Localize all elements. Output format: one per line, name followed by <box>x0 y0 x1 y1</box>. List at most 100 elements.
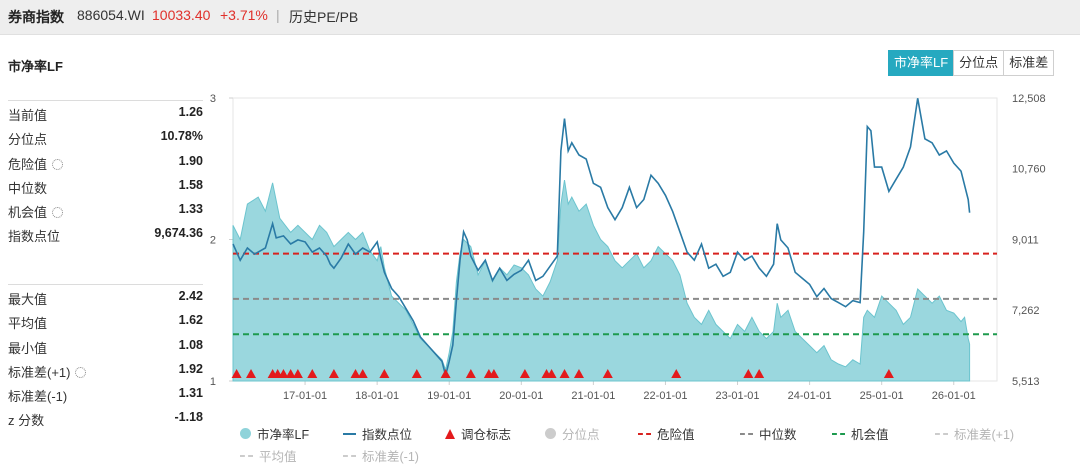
rebalance-marker <box>465 369 476 378</box>
legend-marker-icon <box>240 454 253 457</box>
y-left-tick-label: 3 <box>210 93 216 105</box>
stat-row-current: 当前值 1.26 <box>8 101 203 125</box>
legend-marker-icon <box>343 454 356 457</box>
gear-icon[interactable] <box>52 207 64 219</box>
stat-value: 10.78% <box>160 129 203 144</box>
rebalance-marker <box>519 369 530 378</box>
rebalance-marker <box>350 369 361 378</box>
legend-marker-icon <box>638 432 651 435</box>
rebalance-marker <box>285 369 296 378</box>
stat-row-min: 最小值 1.08 <box>8 334 203 358</box>
stat-label: 平均值 <box>8 316 48 332</box>
stats-panel-current: 当前值 1.26 分位点 10.78% 危险值 1.90 中位数 1.58 机会值 1.3… <box>8 100 203 247</box>
stat-row-index-level: 指数点位 9,674.36 <box>8 222 203 246</box>
x-tick-label: 23-01-01 <box>716 390 760 402</box>
stat-label: 中位数 <box>8 180 48 196</box>
gear-icon[interactable] <box>52 158 64 170</box>
index-level-line-series <box>232 98 971 376</box>
stat-label: 分位点 <box>8 132 48 148</box>
rebalance-marker <box>307 369 318 378</box>
stat-row-median: 中位数 1.58 <box>8 174 203 198</box>
legend-item[interactable]: 标准差(+1) <box>935 424 1014 443</box>
history-pe-pb-link[interactable]: 历史PE/PB <box>289 9 359 25</box>
x-tick-label: 20-01-01 <box>499 390 543 402</box>
stat-row-percentile: 分位点 10.78% <box>8 125 203 149</box>
rebalance-marker <box>246 369 257 378</box>
rebalance-marker <box>231 369 242 378</box>
legend-item[interactable]: 分位点 <box>545 424 600 443</box>
stat-value: 1.92 <box>178 361 203 376</box>
y-left-tick-label: 2 <box>210 235 216 247</box>
x-tick-label: 22-01-01 <box>643 390 687 402</box>
legend-item[interactable]: 调仓标志 <box>445 424 511 443</box>
rebalance-marker <box>754 369 765 378</box>
rebalance-marker <box>440 369 451 378</box>
legend-marker-icon <box>240 428 251 439</box>
stat-label: 标准差(-1) <box>8 389 68 405</box>
rebalance-marker <box>357 369 368 378</box>
rebalance-marker <box>602 369 613 378</box>
stat-value: 1.58 <box>178 177 203 192</box>
legend-marker-icon <box>740 432 753 435</box>
stat-value: 2.42 <box>178 289 203 303</box>
stat-label: 指数点位 <box>8 229 61 245</box>
legend-label: 指数点位 <box>362 428 413 442</box>
x-tick-label: 17-01-01 <box>283 390 327 402</box>
legend-item[interactable]: 标准差(-1) <box>343 446 419 465</box>
legend-item[interactable]: 市净率LF <box>240 424 309 443</box>
y-right-tick-label: 7,262 <box>1012 305 1040 317</box>
legend-marker-icon <box>343 432 356 435</box>
stat-value: 1.33 <box>178 202 203 217</box>
stat-row-mean: 平均值 1.62 <box>8 309 203 333</box>
y-right-tick-label: 10,760 <box>1012 164 1046 176</box>
stat-label: z 分数 <box>8 413 45 429</box>
rebalance-marker <box>488 369 499 378</box>
stat-row-opportunity: 机会值 1.33 <box>8 198 203 222</box>
legend-item[interactable]: 平均值 <box>240 446 297 465</box>
stat-row-std-minus: 标准差(-1) 1.31 <box>8 382 203 406</box>
rebalance-marker <box>546 369 557 378</box>
chart-title: 市净率LF <box>8 59 63 74</box>
index-price: 10033.40 <box>152 7 211 23</box>
legend-marker-icon <box>445 428 455 439</box>
legend-marker-icon <box>832 432 845 435</box>
stat-value: 1.26 <box>178 105 203 119</box>
stat-label: 机会值 <box>8 202 64 221</box>
gear-icon[interactable] <box>75 366 87 378</box>
stat-value: 1.62 <box>178 313 203 328</box>
tab-pb-lf[interactable]: 市净率LF <box>888 50 955 76</box>
x-tick-label: 24-01-01 <box>788 390 832 402</box>
y-right-tick-label: 9,011 <box>1012 234 1039 246</box>
stat-label: 标准差(+1) <box>8 362 87 381</box>
rebalance-marker <box>328 369 339 378</box>
stat-label: 最小值 <box>8 340 48 356</box>
x-tick-label: 21-01-01 <box>571 390 615 402</box>
legend-label: 危险值 <box>657 428 695 442</box>
header-separator: | <box>276 7 280 23</box>
legend-item[interactable]: 指数点位 <box>343 424 412 443</box>
rebalance-marker <box>379 369 390 378</box>
legend-label: 标准差(-1) <box>362 450 419 464</box>
stat-row-danger: 危险值 1.90 <box>8 150 203 174</box>
legend-label: 机会值 <box>851 428 889 442</box>
y-left-tick-label: 1 <box>210 376 216 388</box>
stat-value: 9,674.36 <box>154 226 203 241</box>
legend-label: 调仓标志 <box>461 428 512 442</box>
legend-item[interactable]: 机会值 <box>832 424 889 443</box>
rebalance-marker <box>573 369 584 378</box>
stat-value: -1.18 <box>174 410 204 425</box>
rebalance-marker <box>743 369 754 378</box>
rebalance-marker <box>671 369 682 378</box>
stat-label: 当前值 <box>8 108 48 123</box>
tab-std-dev[interactable]: 标准差 <box>1003 50 1055 76</box>
legend-marker-icon <box>935 432 948 435</box>
legend-item[interactable]: 危险值 <box>638 424 695 443</box>
tab-percentile[interactable]: 分位点 <box>953 50 1005 76</box>
x-tick-label: 26-01-01 <box>932 390 976 402</box>
legend-label: 平均值 <box>259 450 297 464</box>
stat-label: 最大值 <box>8 292 48 307</box>
legend-item[interactable]: 中位数 <box>740 424 797 443</box>
stat-value: 1.08 <box>178 337 203 352</box>
legend-label: 分位点 <box>562 428 600 442</box>
